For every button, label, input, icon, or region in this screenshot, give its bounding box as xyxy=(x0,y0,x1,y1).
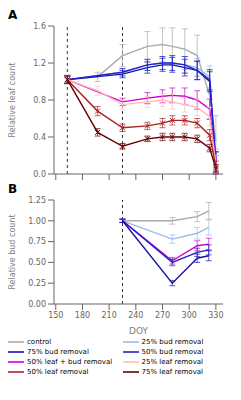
svg-text:270: 270 xyxy=(155,311,170,320)
svg-text:150: 150 xyxy=(48,311,63,320)
svg-text:1.00: 1.00 xyxy=(28,217,46,226)
svg-text:1.6: 1.6 xyxy=(33,22,46,31)
svg-text:Relative bud count: Relative bud count xyxy=(8,214,17,289)
svg-text:1.2: 1.2 xyxy=(33,59,46,68)
html-text:A: A xyxy=(8,8,18,22)
html-text:50% bud removal: 50% bud removal xyxy=(141,348,204,356)
html-text:75% leaf removal: 75% leaf removal xyxy=(141,368,203,376)
svg-text:180: 180 xyxy=(75,311,90,320)
svg-text:0.00: 0.00 xyxy=(28,300,46,309)
svg-text:DOY: DOY xyxy=(129,326,149,334)
html-text:B: B xyxy=(8,182,18,196)
svg-text:210: 210 xyxy=(102,311,117,320)
svg-text:1.25: 1.25 xyxy=(28,196,46,205)
svg-text:0.50: 0.50 xyxy=(28,258,46,267)
html-text:75% bud removal: 75% bud removal xyxy=(27,348,89,356)
html-text:25% leaf removal: 25% leaf removal xyxy=(141,358,203,366)
svg-text:Relative leaf count: Relative leaf count xyxy=(8,63,17,138)
svg-text:0.0: 0.0 xyxy=(33,170,46,179)
html-text:control: control xyxy=(27,338,52,346)
svg-text:0.4: 0.4 xyxy=(33,133,46,142)
svg-text:0.25: 0.25 xyxy=(28,279,46,288)
svg-text:300: 300 xyxy=(182,311,197,320)
svg-text:0.75: 0.75 xyxy=(28,237,46,246)
svg-text:0.8: 0.8 xyxy=(33,96,46,105)
html-text:50% leaf removal: 50% leaf removal xyxy=(27,368,89,376)
html-text:50% leaf + bud removal: 50% leaf + bud removal xyxy=(27,358,113,366)
html-text:25% bud removal: 25% bud removal xyxy=(141,338,204,346)
svg-text:330: 330 xyxy=(208,311,223,320)
svg-text:240: 240 xyxy=(128,311,143,320)
